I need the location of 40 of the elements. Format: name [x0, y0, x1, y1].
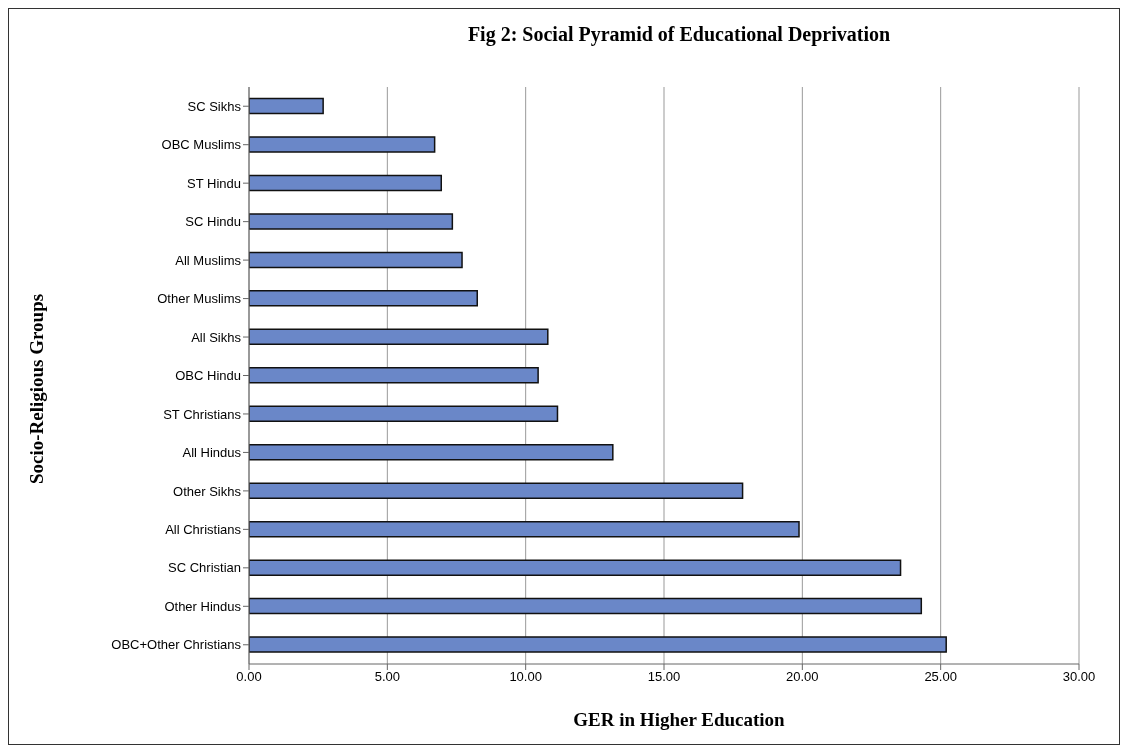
y-tick-label: All Christians — [165, 521, 242, 537]
bar — [249, 559, 902, 576]
bar — [249, 328, 549, 346]
y-tick-label: All Muslims — [175, 252, 242, 268]
y-axis-title: Socio-Religious Groups — [26, 293, 48, 485]
chart-title: Fig 2: Social Pyramid of Educational Deprivation — [466, 23, 892, 46]
y-tick-label: All Hindus — [182, 445, 242, 461]
bar — [249, 597, 923, 615]
x-tick-label: 0.00 — [236, 669, 262, 685]
x-tick-label: 25.00 — [924, 669, 957, 685]
y-tick-label: OBC+Other Christians — [111, 637, 242, 653]
x-tick-label: 5.00 — [374, 669, 400, 685]
bar — [249, 405, 559, 423]
bar — [249, 636, 947, 653]
y-tick-label: Other Sikhs — [173, 483, 242, 499]
bar — [249, 290, 478, 307]
y-tick-label: SC Hindu — [185, 214, 241, 230]
bar — [249, 367, 539, 384]
bar — [249, 174, 443, 192]
y-tick-label: SC Sikhs — [187, 98, 242, 114]
bar — [249, 136, 436, 153]
bar — [249, 482, 744, 499]
y-tick-label: ST Christians — [163, 406, 242, 422]
bar — [249, 97, 324, 115]
bar — [249, 251, 463, 269]
y-tick-label: Other Muslims — [157, 291, 242, 307]
y-tick-label: ST Hindu — [187, 175, 241, 191]
x-tick-label: 20.00 — [786, 669, 819, 685]
y-tick-label: SC Christian — [168, 560, 241, 576]
y-tick-label: OBC Hindu — [175, 368, 241, 384]
bar — [249, 213, 454, 230]
y-tick-label: OBC Muslims — [161, 137, 242, 153]
bar — [249, 520, 800, 538]
y-tick-label: Other Hindus — [164, 598, 242, 614]
y-tick-label: All Sikhs — [191, 329, 242, 345]
x-tick-label: 15.00 — [647, 669, 681, 685]
x-axis-title: GER in Higher Education — [572, 709, 786, 731]
x-tick-label: 10.00 — [509, 669, 542, 685]
bar — [249, 443, 614, 461]
x-tick-label: 30.00 — [1062, 669, 1096, 685]
